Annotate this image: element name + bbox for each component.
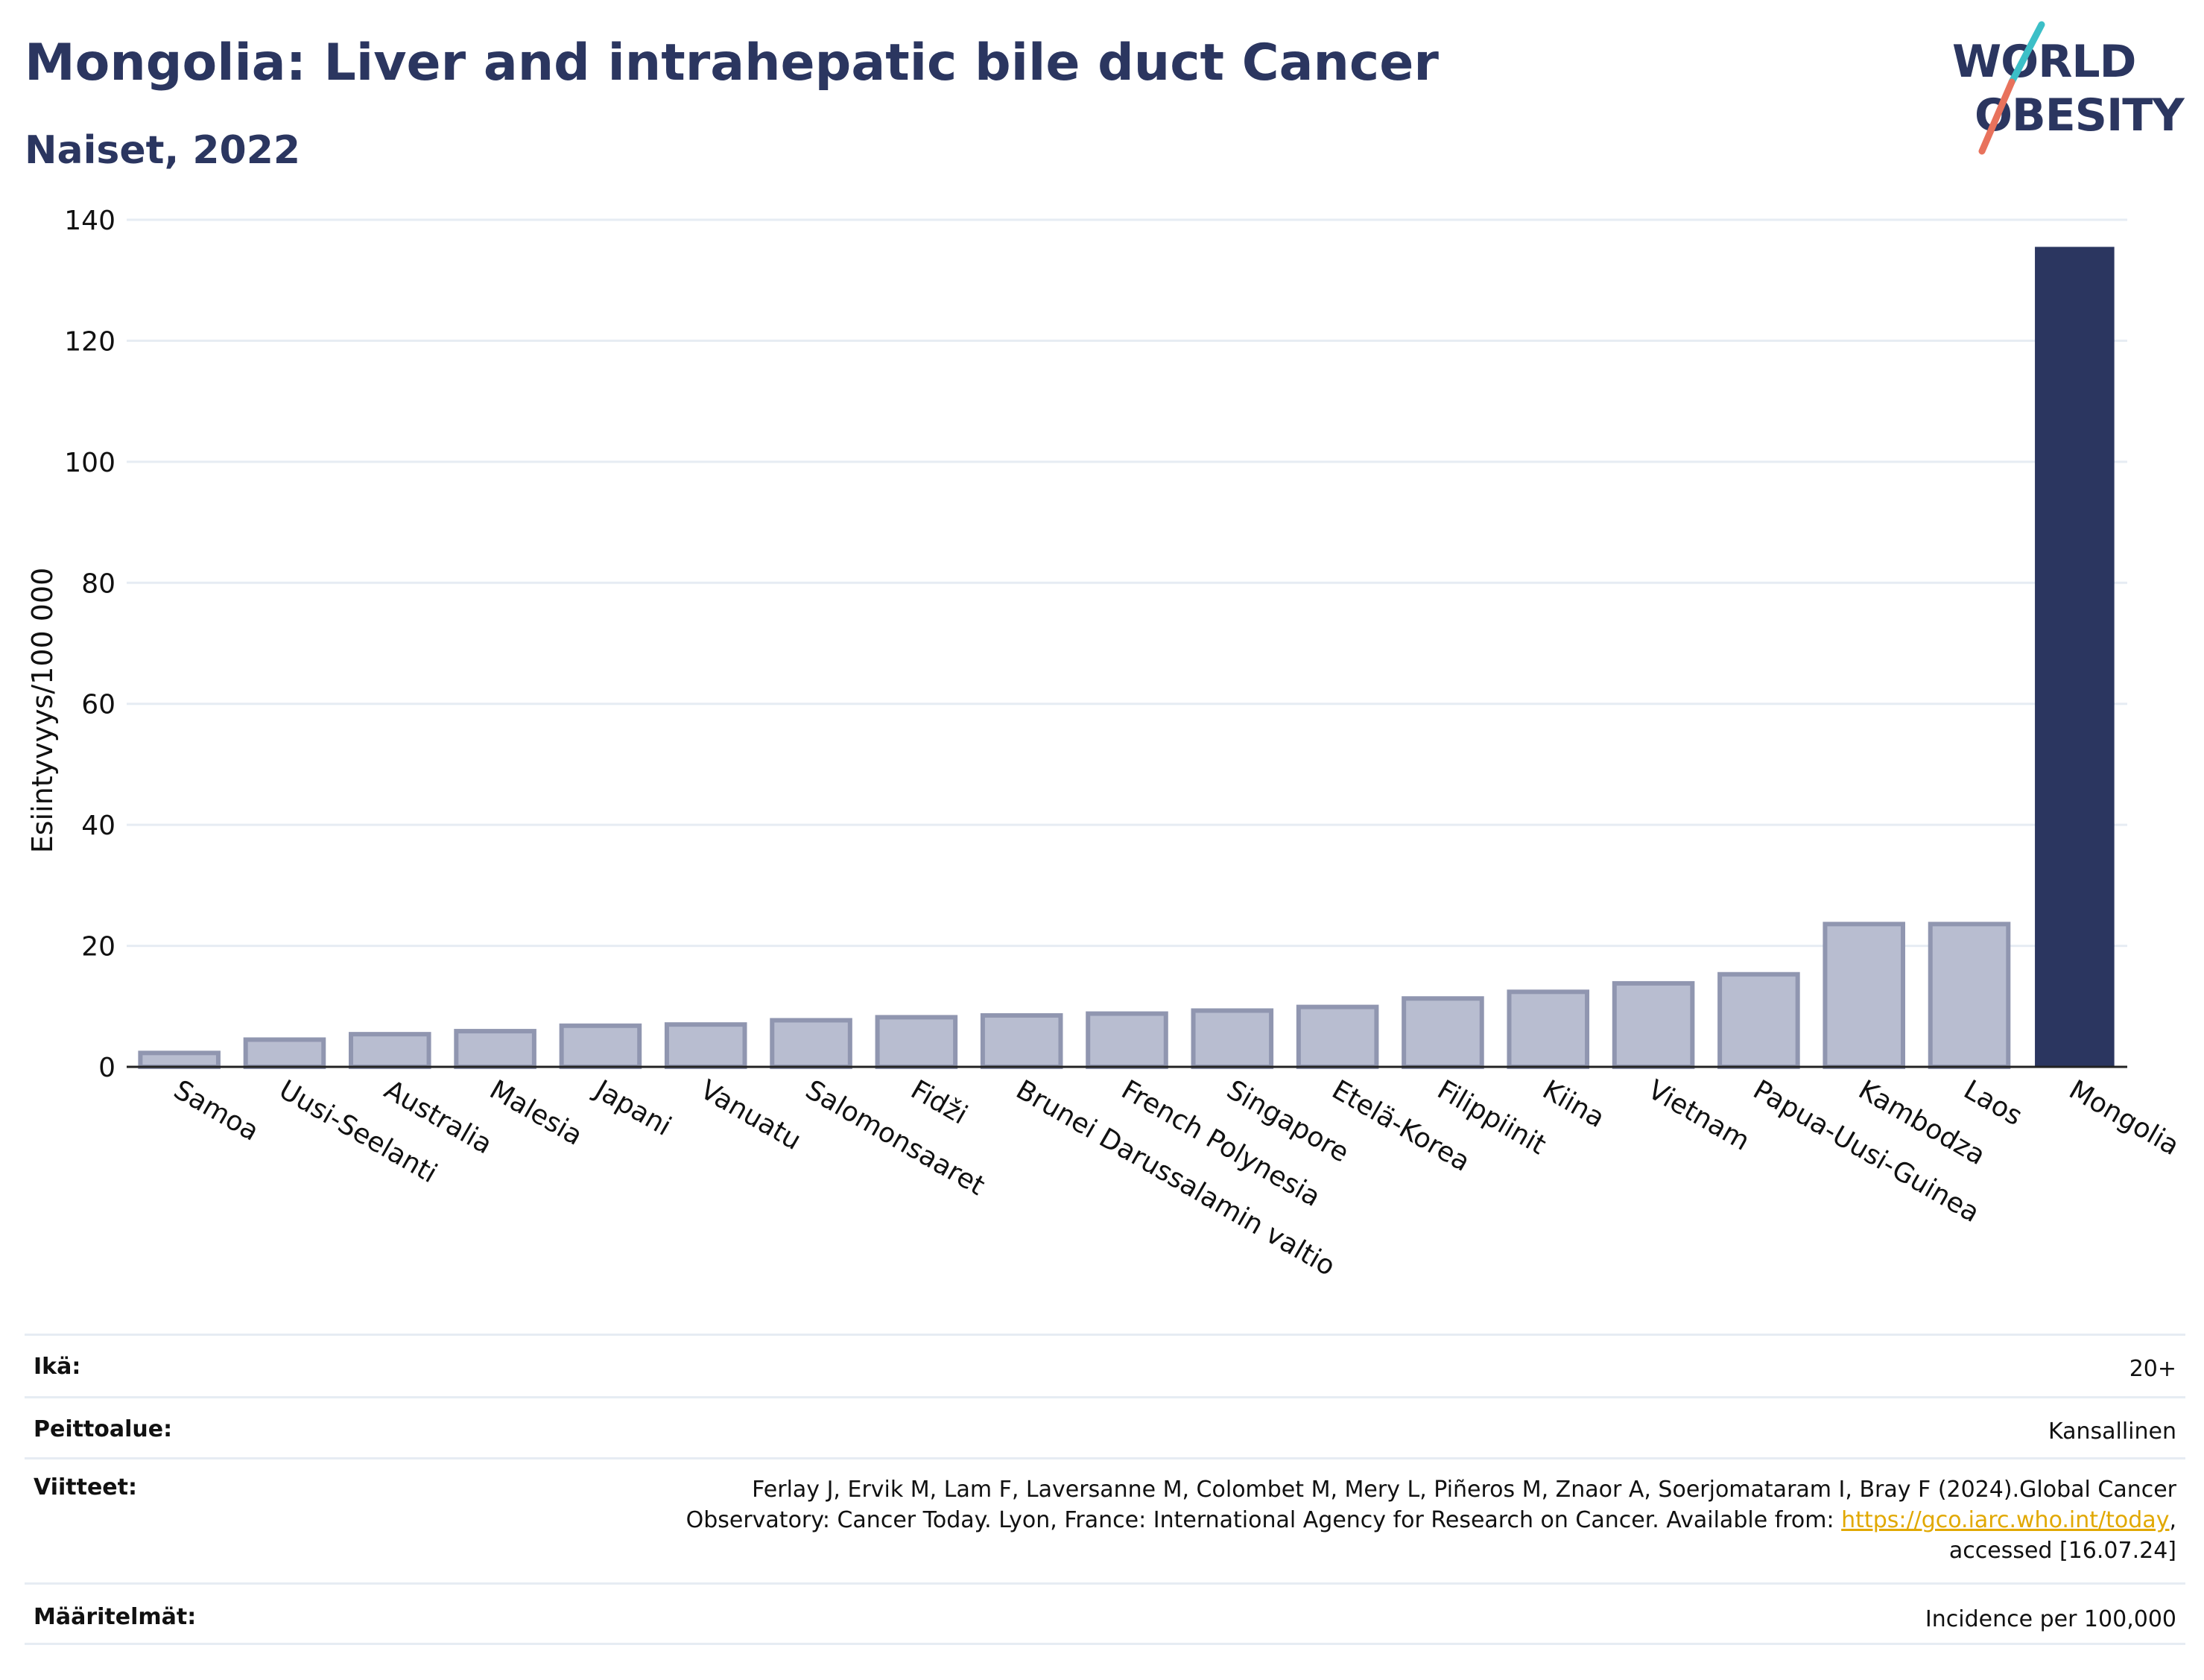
bar-samoa [138,1050,221,1069]
info-row-coverage: Peittoalue: Kansallinen [25,1396,2185,1457]
bar-papua-uusi-guinea [1717,971,1800,1070]
x-tick-label: Laos [1959,1074,2027,1132]
x-tick-label: Fidži [905,1074,972,1130]
bar-brunei-darussalamin-valtio [980,1012,1063,1070]
x-tick-label: Vietnam [1643,1074,1755,1157]
bar-singapore [1191,1008,1274,1069]
info-value-coverage: Kansallinen [2048,1419,2176,1445]
x-tick-label: Malesia [484,1074,587,1152]
bar-french-polynesia [1086,1011,1168,1069]
bar-uusi-seelanti [243,1037,326,1070]
bar-etelä-korea [1296,1004,1379,1070]
y-tick-label: 60 [81,690,115,720]
bar-japani [559,1023,642,1070]
bar-salomonsaaret [770,1018,852,1069]
bar-filippiinit [1402,996,1484,1070]
info-row-references: Viitteet: Ferlay J, Ervik M, Lam F, Lave… [25,1457,2185,1582]
y-tick-label: 40 [81,811,115,841]
x-tick-label: Mongolia [2064,1074,2185,1161]
bar-mongolia [2035,247,2115,1068]
bar-vietnam [1612,980,1695,1070]
bar-kiina [1507,989,1590,1070]
y-tick-label: 120 [64,326,115,357]
x-tick-label: Samoa [168,1074,264,1147]
reference-link[interactable]: https://gco.iarc.who.int/today [1841,1507,2170,1533]
bar-malesia [454,1029,536,1070]
info-row-age: Ikä: 20+ [25,1334,2185,1396]
y-axis-ticks: 0 20 40 60 80 100 120 140 [64,206,115,1083]
reference-accessed: , accessed [16.07.24] [1948,1507,2176,1564]
info-value-age: 20+ [2129,1356,2176,1382]
bar-australia [349,1032,431,1069]
world-obesity-logo: WORLD OBESITY [1952,21,2186,155]
y-tick-label: 20 [81,932,115,963]
info-table: Ikä: 20+ Peittoalue: Kansallinen Viittee… [25,1334,2185,1645]
x-tick-label: Vanuatu [695,1074,806,1156]
chart-title: Mongolia: Liver and intrahepatic bile du… [25,34,1439,92]
y-tick-label: 140 [64,206,115,236]
bar-fidži [875,1015,958,1070]
y-tick-label: 100 [64,448,115,478]
bar-chart: 0 20 40 60 80 100 120 140 Samoa Uusi-SeelantiAus… [26,206,2184,1282]
info-key-coverage: Peittoalue: [34,1416,173,1442]
info-key-references: Viitteet: [34,1474,137,1500]
info-key-age: Ikä: [34,1354,81,1380]
bars [138,247,2115,1070]
x-tick-label: Japani [589,1074,677,1142]
bar-kambodza [1823,922,1905,1069]
reference-text: Ferlay J, Ervik M, Lam F, Laversanne M, … [685,1477,2176,1533]
logo-slash-bottom [1978,78,2015,155]
logo-text-world: WORLD [1952,36,2135,88]
bar-laos [1928,922,2011,1069]
y-tick-label: 0 [98,1053,115,1083]
grid-lines [127,218,2127,948]
x-tick-label: Kiina [1537,1074,1609,1134]
chart-subtitle: Naiset, 2022 [25,128,301,173]
y-axis-label: Esiintyvyys/100 000 [26,568,59,854]
info-key-definitions: Määritelmät: [34,1604,197,1630]
info-row-definitions: Määritelmät: Incidence per 100,000 [25,1582,2185,1645]
logo-slash-top [2008,21,2045,86]
y-tick-label: 80 [81,568,115,599]
x-tick-label: Salomonsaaret [800,1074,989,1202]
logo-text-obesity: OBESITY [1975,89,2185,142]
bar-vanuatu [664,1022,747,1070]
info-value-definitions: Incidence per 100,000 [1925,1606,2176,1632]
info-value-references: Ferlay J, Ervik M, Lam F, Laversanne M, … [627,1474,2176,1566]
